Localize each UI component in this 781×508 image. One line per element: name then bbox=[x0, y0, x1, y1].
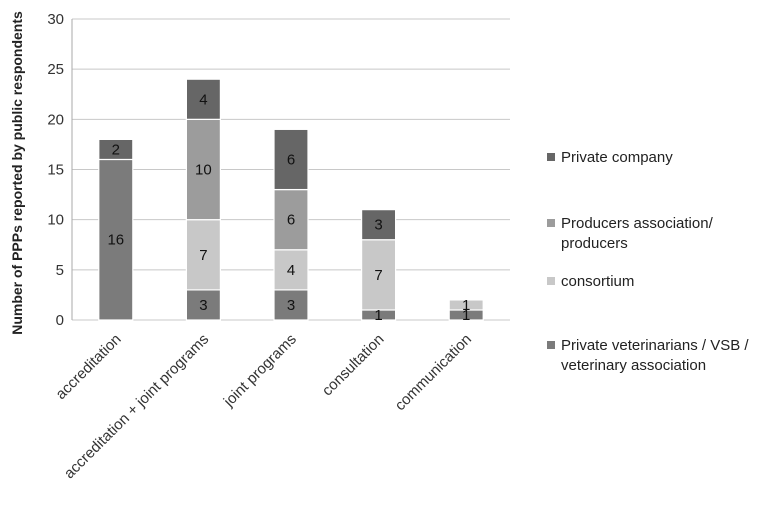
data-label: 3 bbox=[374, 217, 382, 234]
legend-entry: Private veterinarians / VSB / veterinary … bbox=[561, 337, 749, 374]
legend-entry: consortium bbox=[561, 273, 634, 290]
x-tick-label: accreditation + joint programs bbox=[61, 331, 212, 482]
bar-segment bbox=[185, 219, 221, 291]
bar-segment bbox=[185, 78, 221, 120]
data-label: 6 bbox=[287, 151, 295, 168]
bar-segment bbox=[98, 138, 134, 161]
data-label: 4 bbox=[287, 262, 295, 279]
data-label: 7 bbox=[374, 267, 382, 284]
data-label: 6 bbox=[287, 212, 295, 229]
data-label: 7 bbox=[199, 247, 207, 264]
data-label: 1 bbox=[374, 307, 382, 324]
bar-segment bbox=[185, 289, 221, 321]
y-axis: 0 5 10 15 20 25 30 bbox=[47, 11, 73, 329]
y-tick-label: 0 bbox=[56, 312, 64, 329]
data-label: 10 bbox=[195, 162, 212, 179]
y-tick-label: 10 bbox=[47, 212, 64, 229]
legend-entry: Producers association/producers bbox=[561, 215, 714, 252]
bar-segment bbox=[361, 209, 397, 241]
y-tick-label: 20 bbox=[47, 111, 64, 128]
bar-segment bbox=[361, 239, 397, 311]
x-tick-label: consultation bbox=[319, 331, 388, 400]
y-tick-label: 30 bbox=[47, 11, 64, 28]
x-tick-label: communication bbox=[392, 331, 475, 414]
y-tick-label: 5 bbox=[56, 262, 64, 279]
y-tick-label: 15 bbox=[47, 162, 64, 179]
data-label: 4 bbox=[199, 91, 207, 108]
bar-segment bbox=[273, 128, 309, 191]
bar-segment bbox=[185, 118, 221, 221]
legend-swatch bbox=[547, 277, 555, 285]
data-label: 1 bbox=[462, 297, 470, 314]
x-tick-label: accreditation bbox=[52, 331, 124, 403]
bars bbox=[98, 78, 484, 321]
data-label: 16 bbox=[107, 232, 124, 249]
x-tick-label: joint programs bbox=[220, 331, 300, 411]
data-label: 1 bbox=[462, 307, 470, 324]
data-label: 3 bbox=[287, 297, 295, 314]
legend-entry: Private company bbox=[561, 149, 673, 166]
y-axis-label: Number of PPPs reported by public respon… bbox=[9, 11, 25, 335]
data-label: 2 bbox=[112, 141, 120, 158]
bar-segment bbox=[448, 299, 484, 311]
y-tick-label: 25 bbox=[47, 61, 64, 78]
legend: Private company Producers association/pro… bbox=[547, 149, 749, 374]
bar-segment bbox=[98, 158, 134, 321]
legend-swatch bbox=[547, 219, 555, 227]
legend-swatch bbox=[547, 153, 555, 161]
legend-swatch bbox=[547, 341, 555, 349]
data-label: 3 bbox=[199, 297, 207, 314]
